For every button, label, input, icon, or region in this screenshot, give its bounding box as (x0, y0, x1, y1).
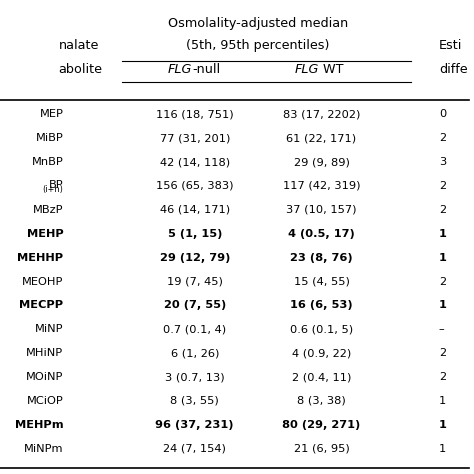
Text: MEP: MEP (39, 109, 64, 119)
Text: 4 (0.9, 22): 4 (0.9, 22) (292, 348, 351, 358)
Text: nalate: nalate (59, 39, 99, 52)
Text: MiBP: MiBP (36, 133, 64, 143)
Text: 2 (0.4, 11): 2 (0.4, 11) (292, 372, 351, 382)
Text: 3 (0.7, 13): 3 (0.7, 13) (165, 372, 225, 382)
Text: 8 (3, 38): 8 (3, 38) (297, 396, 346, 406)
Text: Esti: Esti (439, 39, 462, 52)
Text: 15 (4, 55): 15 (4, 55) (293, 276, 349, 287)
Text: 1: 1 (439, 420, 447, 430)
Text: 80 (29, 271): 80 (29, 271) (283, 420, 361, 430)
Text: 21 (6, 95): 21 (6, 95) (293, 444, 349, 454)
Text: MCiOP: MCiOP (27, 396, 64, 406)
Text: 0.6 (0.1, 5): 0.6 (0.1, 5) (290, 324, 353, 334)
Text: MHiNP: MHiNP (26, 348, 64, 358)
Text: MEOHP: MEOHP (22, 276, 64, 287)
Text: 1: 1 (439, 396, 446, 406)
Text: 46 (14, 171): 46 (14, 171) (160, 205, 230, 215)
Text: 29 (9, 89): 29 (9, 89) (293, 157, 349, 167)
Text: 83 (17, 2202): 83 (17, 2202) (283, 109, 360, 119)
Text: –: – (439, 324, 445, 334)
Text: 6 (1, 26): 6 (1, 26) (171, 348, 219, 358)
Text: 29 (12, 79): 29 (12, 79) (160, 253, 230, 263)
Text: 4 (0.5, 17): 4 (0.5, 17) (288, 229, 355, 239)
Text: diffe: diffe (439, 63, 467, 75)
Text: 1: 1 (439, 229, 447, 239)
Text: 1: 1 (439, 253, 447, 263)
Text: MnBP: MnBP (32, 157, 64, 167)
Text: BP: BP (49, 180, 64, 190)
Text: MiNPm: MiNPm (24, 444, 64, 454)
Text: MEHP: MEHP (27, 229, 64, 239)
Text: 1: 1 (439, 301, 447, 310)
Text: Osmolality-adjusted median: Osmolality-adjusted median (168, 17, 348, 29)
Text: 116 (18, 751): 116 (18, 751) (156, 109, 234, 119)
Text: 23 (8, 76): 23 (8, 76) (290, 253, 353, 263)
Text: 19 (7, 45): 19 (7, 45) (167, 276, 223, 287)
Text: MEHPm: MEHPm (15, 420, 64, 430)
Text: 37 (10, 157): 37 (10, 157) (286, 205, 357, 215)
Text: 8 (3, 55): 8 (3, 55) (170, 396, 219, 406)
Text: 2: 2 (439, 348, 446, 358)
Text: 96 (37, 231): 96 (37, 231) (155, 420, 234, 430)
Text: 61 (22, 171): 61 (22, 171) (286, 133, 356, 143)
Text: (i+n): (i+n) (43, 184, 64, 193)
Text: 20 (7, 55): 20 (7, 55) (164, 301, 226, 310)
Text: 3: 3 (439, 157, 446, 167)
Text: -null: -null (192, 63, 220, 75)
Text: MEHHP: MEHHP (17, 253, 64, 263)
Text: 117 (42, 319): 117 (42, 319) (283, 181, 360, 191)
Text: 42 (14, 118): 42 (14, 118) (160, 157, 230, 167)
Text: FLG: FLG (168, 63, 192, 75)
Text: 16 (6, 53): 16 (6, 53) (290, 301, 353, 310)
Text: 0.7 (0.1, 4): 0.7 (0.1, 4) (163, 324, 226, 334)
Text: 0: 0 (439, 109, 446, 119)
Text: 77 (31, 201): 77 (31, 201) (160, 133, 230, 143)
Text: 24 (7, 154): 24 (7, 154) (164, 444, 226, 454)
Text: 1: 1 (439, 444, 446, 454)
Text: MiNP: MiNP (35, 324, 64, 334)
Text: WT: WT (319, 63, 344, 75)
Text: MOiNP: MOiNP (26, 372, 64, 382)
Text: 2: 2 (439, 181, 446, 191)
Text: abolite: abolite (59, 63, 103, 75)
Text: FLG: FLG (295, 63, 319, 75)
Text: MECPP: MECPP (19, 301, 64, 310)
Text: 2: 2 (439, 372, 446, 382)
Text: 2: 2 (439, 205, 446, 215)
Text: 2: 2 (439, 276, 446, 287)
Text: MBzP: MBzP (33, 205, 64, 215)
Text: 156 (65, 383): 156 (65, 383) (156, 181, 234, 191)
Text: 5 (1, 15): 5 (1, 15) (167, 229, 222, 239)
Text: 2: 2 (439, 133, 446, 143)
Text: (5th, 95th percentiles): (5th, 95th percentiles) (186, 39, 330, 52)
